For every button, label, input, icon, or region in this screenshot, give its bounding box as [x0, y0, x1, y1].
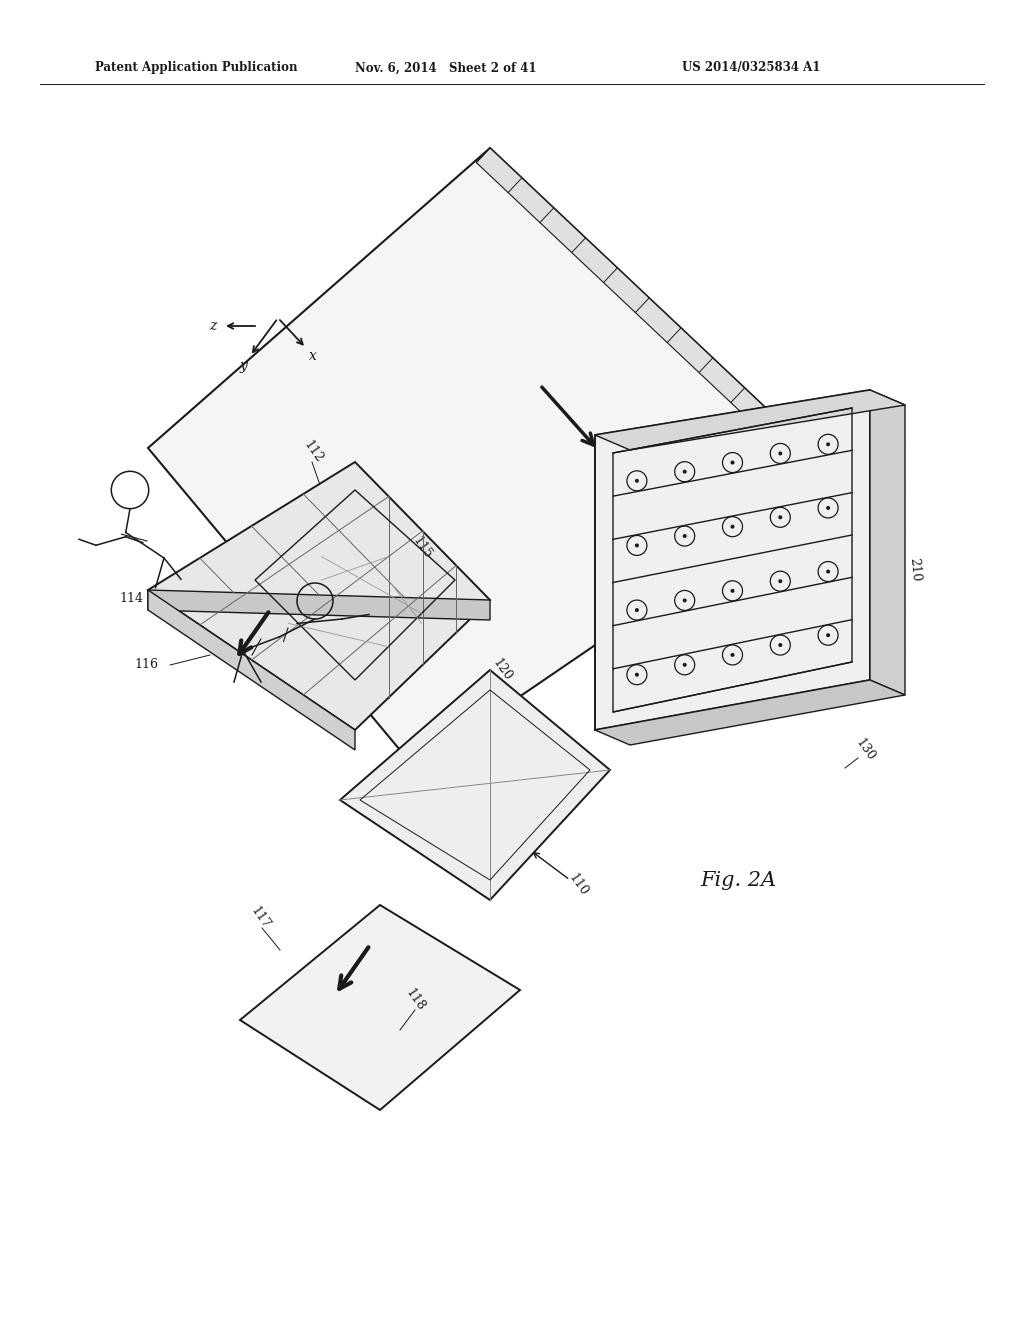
- Circle shape: [683, 535, 687, 539]
- Text: Fig. 2A: Fig. 2A: [700, 870, 776, 890]
- Circle shape: [730, 461, 734, 465]
- Text: 116: 116: [134, 659, 158, 672]
- Polygon shape: [240, 906, 520, 1110]
- Polygon shape: [148, 590, 490, 620]
- Circle shape: [778, 643, 782, 647]
- Text: 120: 120: [489, 656, 514, 684]
- Text: 115: 115: [410, 535, 434, 561]
- Circle shape: [826, 442, 830, 446]
- Text: Nov. 6, 2014   Sheet 2 of 41: Nov. 6, 2014 Sheet 2 of 41: [355, 62, 537, 74]
- Text: 130: 130: [853, 737, 878, 763]
- Text: Patent Application Publication: Patent Application Publication: [95, 62, 298, 74]
- Polygon shape: [870, 389, 905, 696]
- Polygon shape: [148, 148, 840, 768]
- Circle shape: [826, 506, 830, 510]
- Circle shape: [730, 589, 734, 593]
- Circle shape: [826, 634, 830, 638]
- Text: 114: 114: [119, 591, 143, 605]
- Polygon shape: [595, 680, 905, 744]
- Circle shape: [635, 673, 639, 677]
- Circle shape: [635, 609, 639, 612]
- Polygon shape: [148, 590, 355, 750]
- Text: z: z: [209, 319, 217, 333]
- Text: 210: 210: [907, 557, 923, 582]
- Text: 117: 117: [248, 904, 272, 932]
- Text: 118: 118: [402, 986, 427, 1014]
- Text: 112: 112: [301, 438, 326, 466]
- Polygon shape: [148, 462, 490, 730]
- Text: 110: 110: [566, 871, 590, 899]
- Polygon shape: [476, 148, 840, 492]
- Circle shape: [826, 569, 830, 574]
- Circle shape: [778, 515, 782, 519]
- Circle shape: [778, 451, 782, 455]
- Text: US 2014/0325834 A1: US 2014/0325834 A1: [682, 62, 820, 74]
- Circle shape: [730, 653, 734, 657]
- Polygon shape: [595, 389, 870, 730]
- Circle shape: [683, 598, 687, 602]
- Circle shape: [683, 470, 687, 474]
- Text: x: x: [309, 348, 317, 363]
- Circle shape: [635, 479, 639, 483]
- Circle shape: [635, 544, 639, 548]
- Polygon shape: [340, 671, 610, 900]
- Polygon shape: [595, 389, 905, 450]
- Text: y: y: [239, 359, 247, 374]
- Circle shape: [778, 579, 782, 583]
- Circle shape: [730, 524, 734, 529]
- Circle shape: [683, 663, 687, 667]
